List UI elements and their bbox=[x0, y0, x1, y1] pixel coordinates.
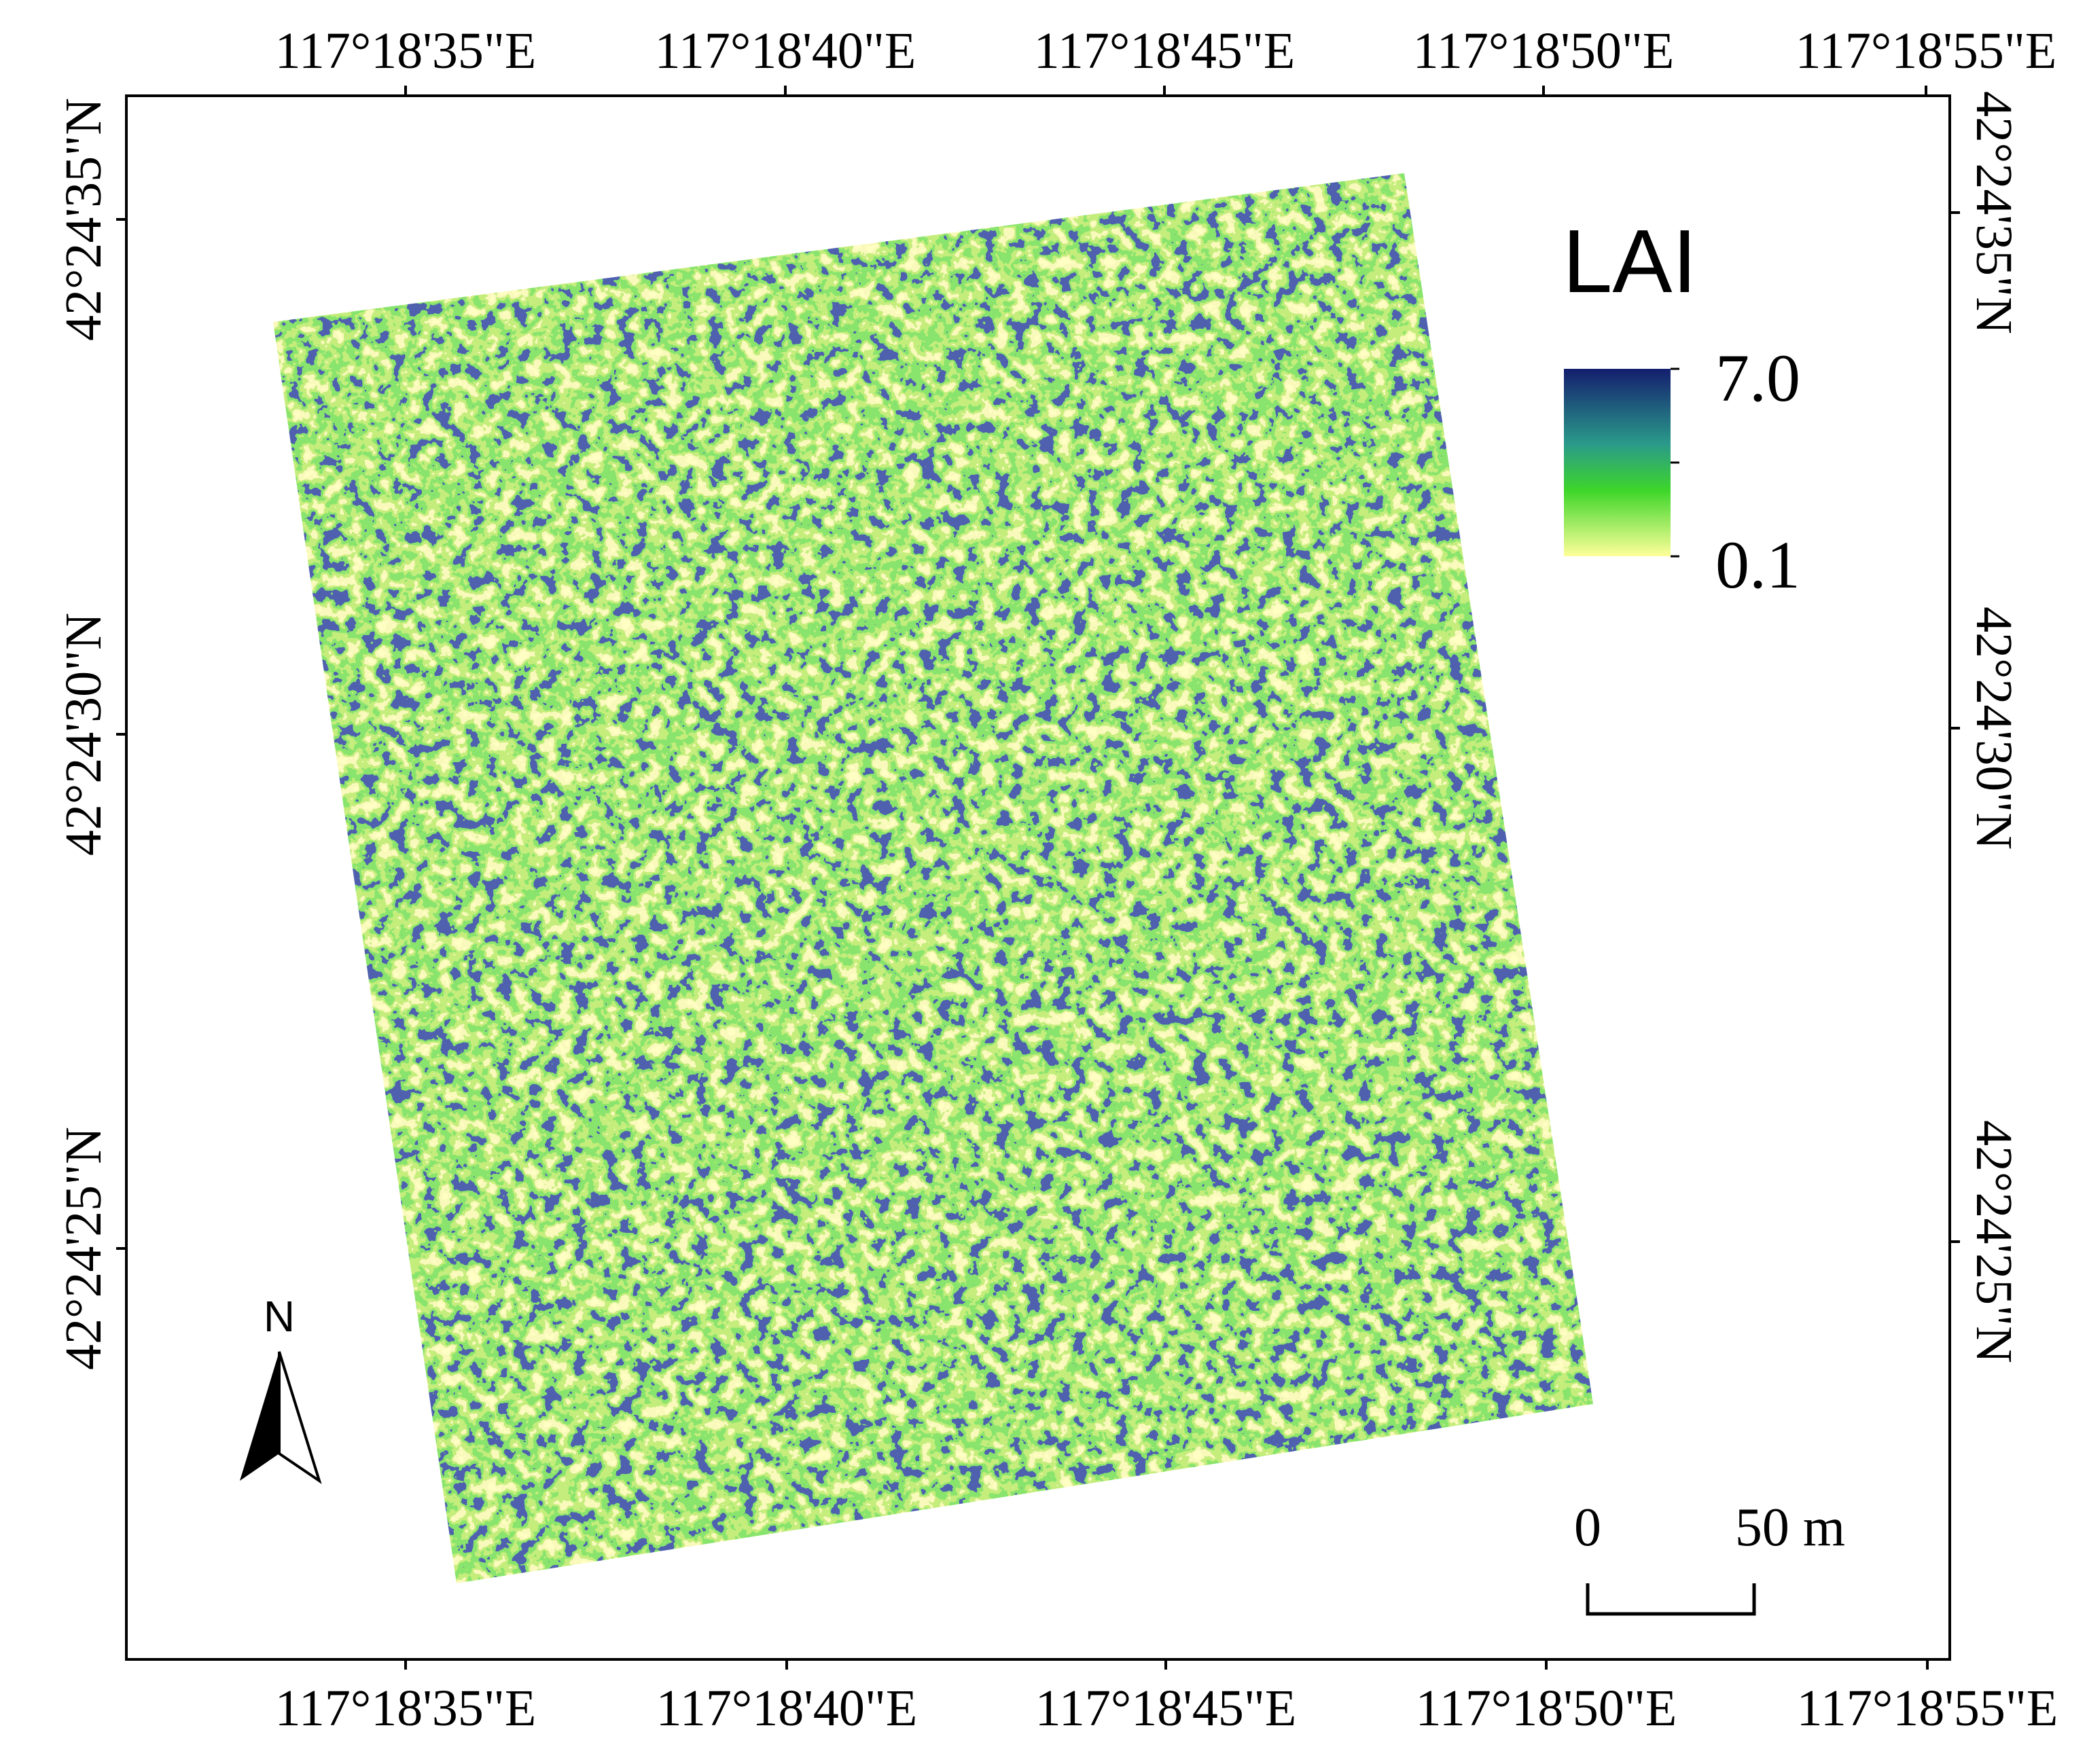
right-label: 42°24'35"N bbox=[1965, 91, 2022, 334]
graticule-ticks: 117°18'35"E 117°18'40"E 117°18'45"E 117°18'… bbox=[55, 22, 2058, 1737]
top-label: 117°18'40"E bbox=[655, 22, 916, 79]
bottom-label: 117°18'35"E bbox=[275, 1680, 537, 1737]
bottom-label: 117°18'45"E bbox=[1035, 1680, 1297, 1737]
scale-end: 50 m bbox=[1735, 1498, 1845, 1558]
bottom-label: 117°18'40"E bbox=[656, 1680, 918, 1737]
raster-texture bbox=[273, 173, 1593, 1583]
top-label: 117°18'55"E bbox=[1796, 22, 2057, 79]
top-label: 117°18'50"E bbox=[1413, 22, 1675, 79]
top-label: 117°18'35"E bbox=[275, 22, 537, 79]
right-label: 42°24'30"N bbox=[1965, 607, 2022, 850]
lai-raster bbox=[273, 173, 1593, 1583]
bottom-label: 117°18'50"E bbox=[1416, 1680, 1677, 1737]
scale-start: 0 bbox=[1574, 1498, 1601, 1558]
legend-max: 7.0 bbox=[1715, 340, 1800, 416]
left-label: 42°24'25"N bbox=[55, 1127, 112, 1370]
legend-title: LAI bbox=[1563, 211, 1697, 311]
legend-ramp bbox=[1564, 369, 1671, 556]
legend-min: 0.1 bbox=[1715, 527, 1800, 602]
top-label: 117°18'45"E bbox=[1034, 22, 1296, 79]
map-frame bbox=[125, 94, 1951, 1661]
left-label: 42°24'35"N bbox=[55, 98, 112, 341]
north-arrow-right bbox=[278, 1351, 322, 1484]
right-label: 42°24'25"N bbox=[1965, 1120, 2022, 1363]
scale-bar bbox=[1586, 1583, 1756, 1616]
left-label: 42°24'30"N bbox=[55, 613, 112, 856]
bottom-label: 117°18'55"E bbox=[1797, 1680, 2058, 1737]
north-arrow-left bbox=[240, 1352, 279, 1481]
north-label: N bbox=[264, 1292, 295, 1341]
